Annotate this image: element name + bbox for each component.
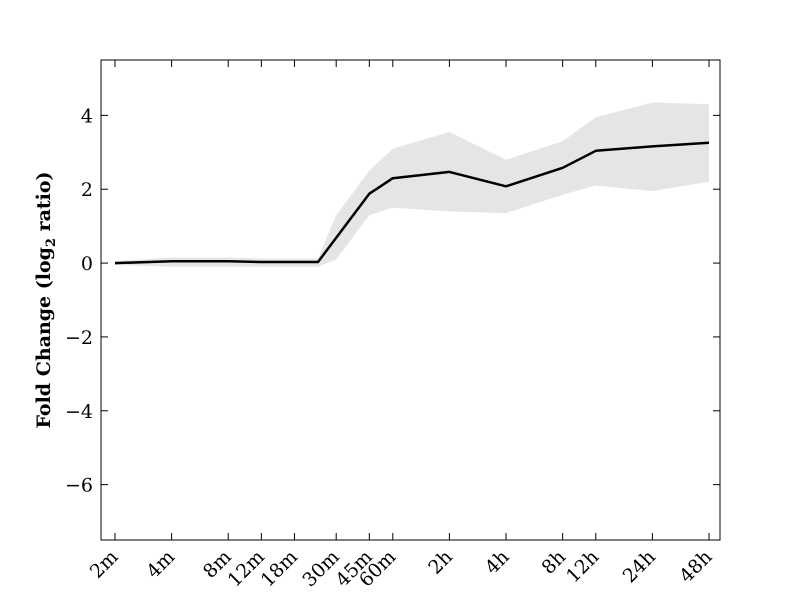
y-axis-ticks: −6 −4 −2 0 2 4 <box>65 105 720 497</box>
confidence-band <box>115 102 709 267</box>
y-axis-label: Fold Change (log2 ratio) <box>33 171 59 428</box>
axes-frame <box>100 59 721 541</box>
plot-area <box>114 102 710 267</box>
y-tick-label: −4 <box>65 401 93 423</box>
y-tick-label: 4 <box>81 105 93 127</box>
y-tick-label: 2 <box>81 179 93 201</box>
y-tick-label: −6 <box>65 475 93 497</box>
y-tick-label: −2 <box>65 327 93 349</box>
y-tick-label: 0 <box>81 253 93 275</box>
